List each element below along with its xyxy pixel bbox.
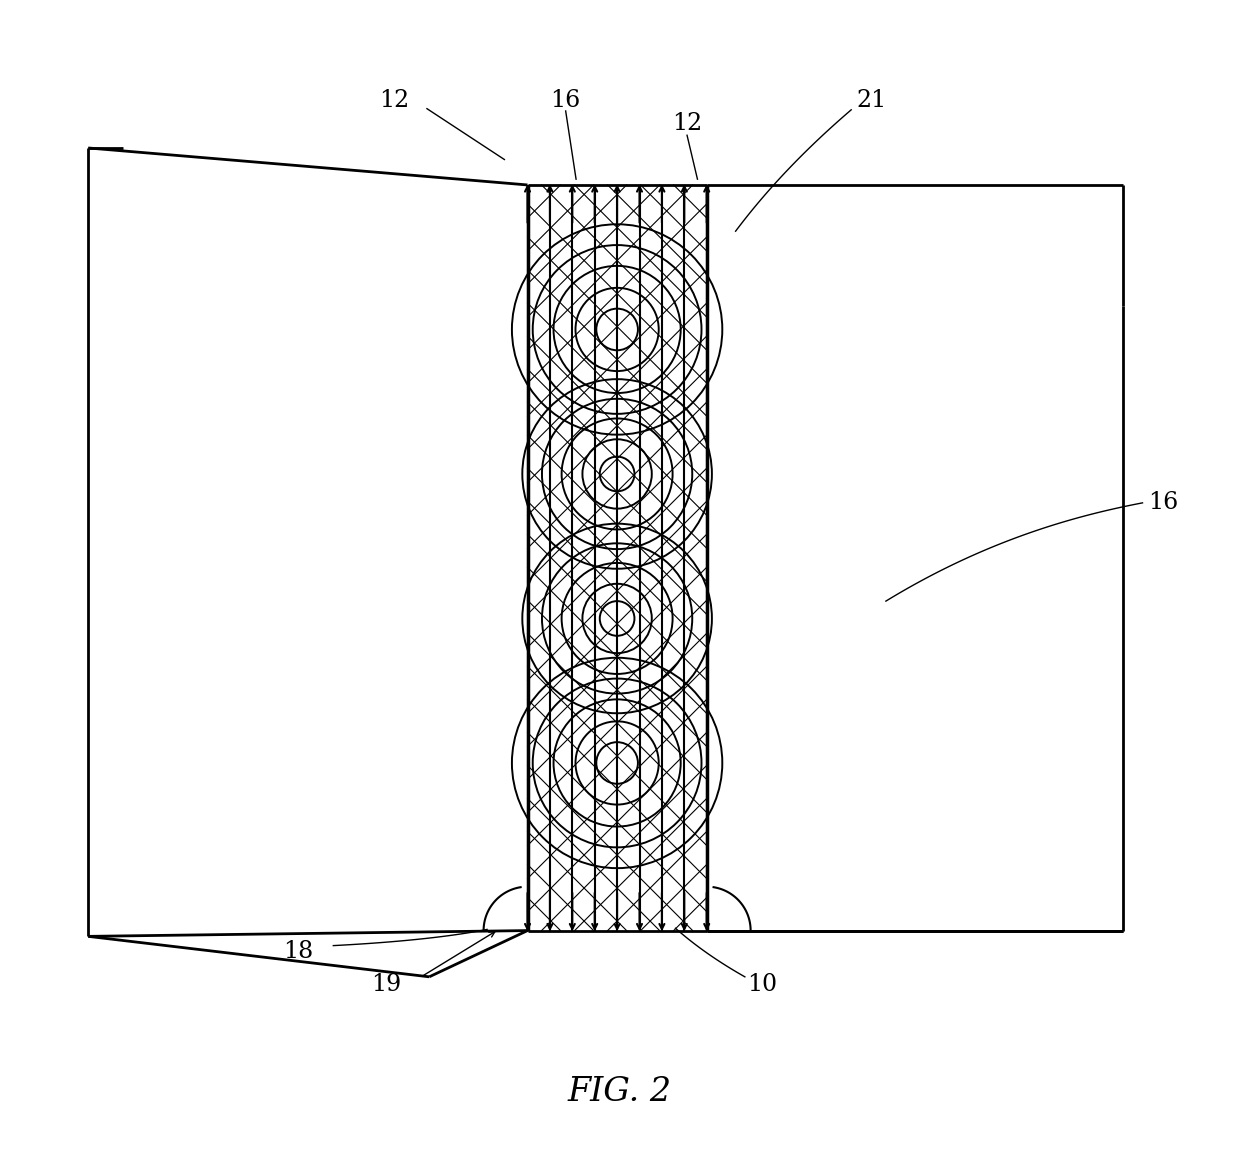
Text: 16: 16 xyxy=(551,89,580,112)
Text: 10: 10 xyxy=(748,973,777,996)
Text: 12: 12 xyxy=(672,112,702,135)
Text: 16: 16 xyxy=(1148,491,1178,514)
Text: 19: 19 xyxy=(371,973,402,996)
Text: 21: 21 xyxy=(857,89,887,112)
Text: FIG. 2: FIG. 2 xyxy=(568,1076,672,1109)
Text: 12: 12 xyxy=(379,89,409,112)
Text: 18: 18 xyxy=(284,940,314,963)
